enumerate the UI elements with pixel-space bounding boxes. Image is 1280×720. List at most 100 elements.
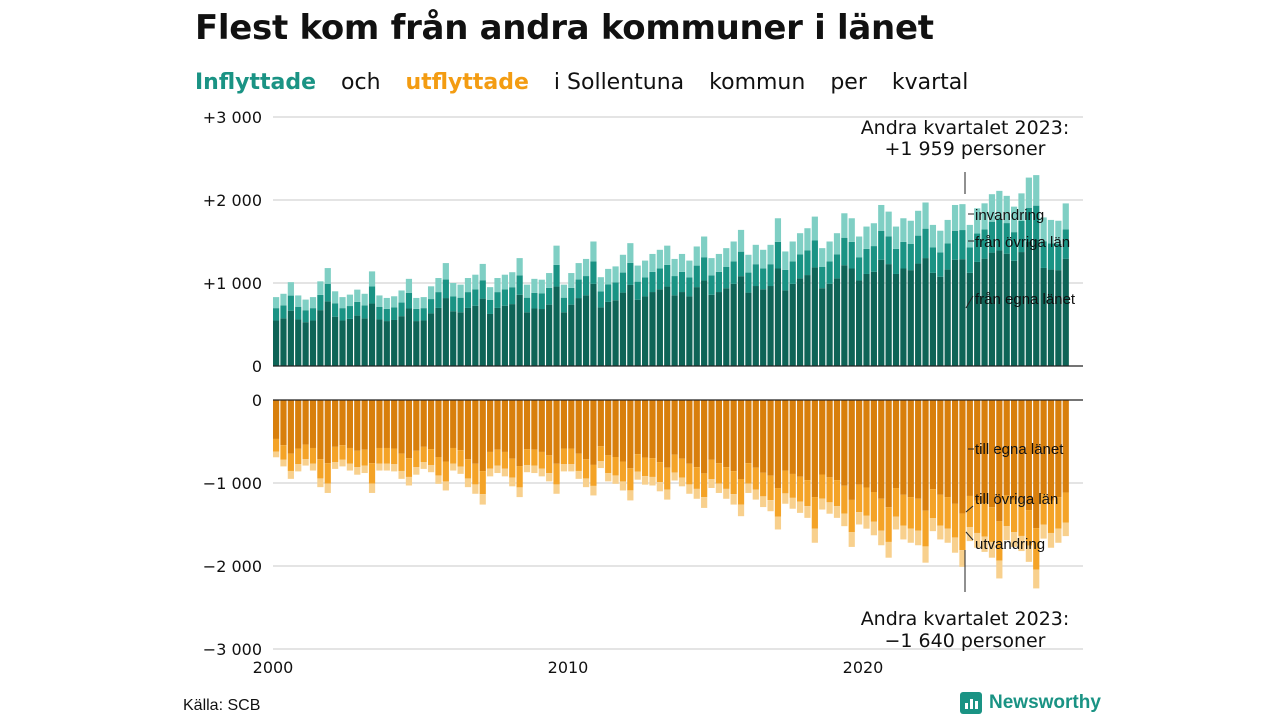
inflow-bar-66-seg0: [760, 289, 767, 366]
outflow-bar-96-seg2: [981, 536, 988, 552]
inflow-bar-83-seg1: [885, 236, 892, 265]
outflow-bar-55-seg1: [678, 458, 686, 478]
inflow-bar-81-seg2: [870, 223, 877, 247]
inflow-bar-98-seg1: [996, 218, 1003, 251]
inflow-bar-95-seg0: [974, 261, 981, 366]
inflow-bar-80-seg2: [863, 226, 870, 249]
outflow-bar-90-seg0: [937, 400, 944, 495]
inflow-bar-36-seg2: [538, 279, 545, 294]
inflow-bar-48-seg0: [627, 284, 634, 366]
inflow-bar-71-seg0: [796, 278, 804, 366]
inflow-bar-20-seg2: [420, 297, 427, 309]
inflow-bar-89-seg2: [929, 224, 937, 248]
inflow-bar-22-seg2: [435, 278, 442, 293]
outflow-bar-8-seg0: [332, 400, 339, 447]
inflow-bar-63-seg0: [737, 276, 745, 366]
series-label-leader-5: [965, 531, 974, 541]
inflow-bar-74-seg1: [819, 266, 826, 289]
outflow-bar-107-seg2: [1062, 522, 1069, 537]
inflow-bar-36-seg1: [538, 293, 545, 310]
inflow-bar-94-seg2: [966, 224, 973, 248]
outflow-bar-91-seg2: [944, 528, 951, 543]
inflow-bar-16-seg1: [391, 307, 398, 320]
outflow-bar-45-seg0: [605, 400, 612, 456]
inflow-bar-9-seg0: [339, 320, 346, 366]
inflow-bar-31-seg2: [501, 274, 508, 290]
outflow-bar-6-seg0: [317, 400, 324, 460]
outflow-bar-19-seg0: [413, 400, 420, 451]
inflow-bar-96-seg2: [981, 203, 988, 230]
outflow-bar-89-seg2: [929, 518, 937, 532]
inflow-bar-73-seg0: [811, 267, 818, 366]
outflow-bar-75-seg1: [826, 477, 833, 503]
inflow-bar-45-seg2: [605, 268, 612, 285]
outflow-bar-71-seg1: [796, 476, 804, 502]
outflow-bar-43-seg2: [590, 485, 597, 496]
outflow-bar-106-seg0: [1055, 400, 1062, 498]
inflow-bar-52-seg2: [656, 249, 663, 269]
inflow-bar-12-seg2: [361, 293, 368, 306]
inflow-bar-106-seg1: [1055, 243, 1062, 271]
inflow-bar-32-seg1: [509, 287, 516, 305]
outflow-bar-46-seg1: [612, 457, 619, 476]
outflow-bar-39-seg2: [560, 464, 568, 472]
outflow-bar-75-seg2: [826, 502, 833, 514]
inflow-bar-94-seg0: [966, 272, 973, 366]
inflow-bar-41-seg2: [575, 263, 582, 280]
outflow-bar-66-seg2: [760, 496, 767, 508]
y-tick-bottom-2000: −2 000: [203, 557, 262, 576]
inflow-bar-107-seg1: [1062, 229, 1069, 259]
inflow-bar-47-seg2: [619, 254, 627, 273]
outflow-bar-26-seg0: [464, 400, 472, 460]
outflow-bar-28-seg0: [479, 400, 486, 472]
subtitle-och: och: [341, 70, 381, 95]
inflow-bar-87-seg2: [915, 210, 922, 236]
newsworthy-logo: Newsworthy: [960, 692, 1101, 714]
outflow-bar-107-seg0: [1062, 400, 1069, 493]
outflow-bar-26-seg2: [464, 478, 472, 488]
inflow-bar-4-seg2: [302, 299, 309, 311]
outflow-bar-98-seg1: [996, 521, 1003, 561]
outflow-bar-93-seg1: [959, 513, 966, 551]
outflow-bar-77-seg0: [841, 400, 848, 486]
outflow-bar-60-seg2: [715, 483, 722, 493]
outflow-bar-97-seg2: [988, 541, 996, 558]
outflow-bar-74-seg2: [819, 498, 826, 510]
inflow-bar-40-seg2: [568, 273, 575, 288]
outflow-bar-49-seg0: [634, 400, 641, 455]
outflow-bar-56-seg0: [686, 400, 693, 464]
inflow-bar-68-seg1: [774, 241, 782, 269]
inflow-bar-44-seg1: [597, 291, 604, 308]
outflow-bar-86-seg1: [907, 497, 914, 529]
inflow-bar-38-seg2: [553, 245, 560, 265]
outflow-bar-47-seg1: [619, 461, 627, 482]
inflow-bar-19-seg1: [413, 308, 420, 322]
inflow-bar-100-seg1: [1011, 232, 1018, 261]
outflow-bar-23-seg2: [442, 481, 449, 491]
inflow-bar-89-seg0: [929, 272, 937, 366]
inflow-bar-32-seg0: [509, 304, 516, 366]
outflow-bar-40-seg2: [568, 464, 575, 472]
inflow-bar-102-seg0: [1025, 241, 1032, 366]
inflow-bar-103-seg0: [1033, 240, 1040, 366]
outflow-bar-68-seg1: [774, 488, 782, 517]
outflow-bar-88-seg0: [922, 400, 929, 511]
outflow-bar-86-seg0: [907, 400, 914, 498]
inflow-bar-102-seg2: [1025, 177, 1032, 208]
outflow-bar-94-seg2: [966, 526, 973, 542]
outflow-bar-36-seg0: [538, 400, 545, 452]
inflow-bar-24-seg1: [450, 296, 457, 312]
outflow-bar-50-seg2: [642, 476, 649, 485]
outflow-bar-48-seg0: [627, 400, 634, 469]
outflow-bar-4-seg1: [302, 444, 309, 460]
outflow-bar-71-seg2: [796, 501, 804, 513]
inflow-bar-46-seg1: [612, 282, 619, 301]
inflow-bar-97-seg1: [988, 221, 996, 253]
inflow-bar-34-seg1: [523, 297, 531, 313]
outflow-bar-70-seg2: [789, 497, 796, 509]
outflow-bar-71-seg0: [796, 400, 804, 477]
outflow-bar-65-seg1: [752, 467, 759, 490]
outflow-bar-75-seg0: [826, 400, 833, 478]
outflow-bar-81-seg0: [870, 400, 877, 492]
